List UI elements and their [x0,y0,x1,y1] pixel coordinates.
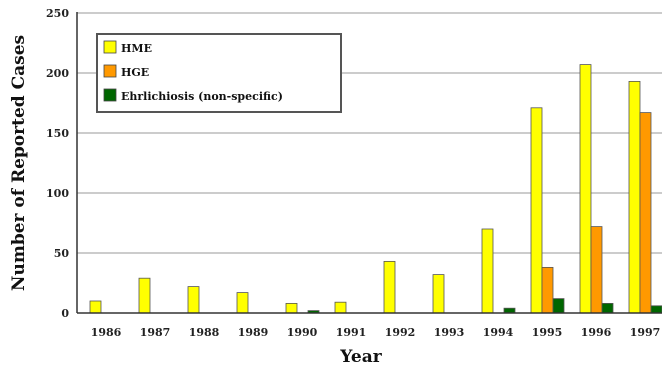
legend-box [96,33,342,113]
axes [76,12,662,314]
y-tick-label: 150 [46,127,69,140]
bar-hme-1992 [383,260,396,314]
x-tick-label: 1987 [140,326,171,339]
bars [89,64,662,314]
bar-ehrlichiosis-non-specific--1997 [650,305,662,314]
legend-label: Ehrlichiosis (non-specific) [121,90,283,103]
x-tick-label: 1995 [532,326,563,339]
bar-hme-1989 [236,292,249,314]
legend-swatch [103,88,117,102]
bar-hme-1994 [481,228,494,314]
y-axis-title: Number of Reported Cases [9,35,29,291]
x-tick-label: 1992 [385,326,416,339]
y-tick-labels: 0 50 100 150 200 250 [46,7,69,320]
x-tick-label: 1990 [287,326,318,339]
bar-ehrlichiosis-non-specific--1996 [601,302,614,314]
bar-hme-1990 [285,302,298,314]
y-tick-label: 200 [46,67,69,80]
x-tick-label: 1996 [581,326,612,339]
bar-hge-1996 [590,226,603,314]
bar-hme-1988 [187,286,200,314]
x-axis-title: Year [339,347,382,367]
y-tick-label: 50 [54,247,70,260]
bar-hge-1995 [541,266,554,314]
y-tick-label: 100 [46,187,69,200]
x-tick-label: 1997 [630,326,661,339]
bar-ehrlichiosis-non-specific--1995 [552,298,565,314]
legend-swatch [103,64,117,78]
x-tick-label: 1986 [91,326,122,339]
bar-hme-1997 [628,81,641,314]
legend-label: HGE [121,66,149,79]
x-tick-label: 1994 [483,326,514,339]
legend-swatch [103,40,117,54]
x-tick-label: 1991 [336,326,367,339]
bar-hge-1997 [639,112,652,314]
y-tick-label: 250 [46,7,69,20]
x-tick-label: 1988 [189,326,220,339]
bar-hme-1987 [138,277,151,314]
legend: HME HGE Ehrlichiosis (non-specific) [96,33,342,113]
bar-hme-1991 [334,301,347,314]
x-tick-label: 1993 [434,326,465,339]
bar-hme-1986 [89,300,102,314]
y-tick-label: 0 [61,307,69,320]
bar-hme-1993 [432,274,445,314]
legend-label: HME [121,42,152,55]
x-tick-label: 1989 [238,326,269,339]
bar-hme-1995 [530,107,543,314]
bar-hme-1996 [579,64,592,314]
x-tick-labels: 1986 1987 1988 1989 1990 1991 1992 1993 1994 1995… [91,326,661,339]
